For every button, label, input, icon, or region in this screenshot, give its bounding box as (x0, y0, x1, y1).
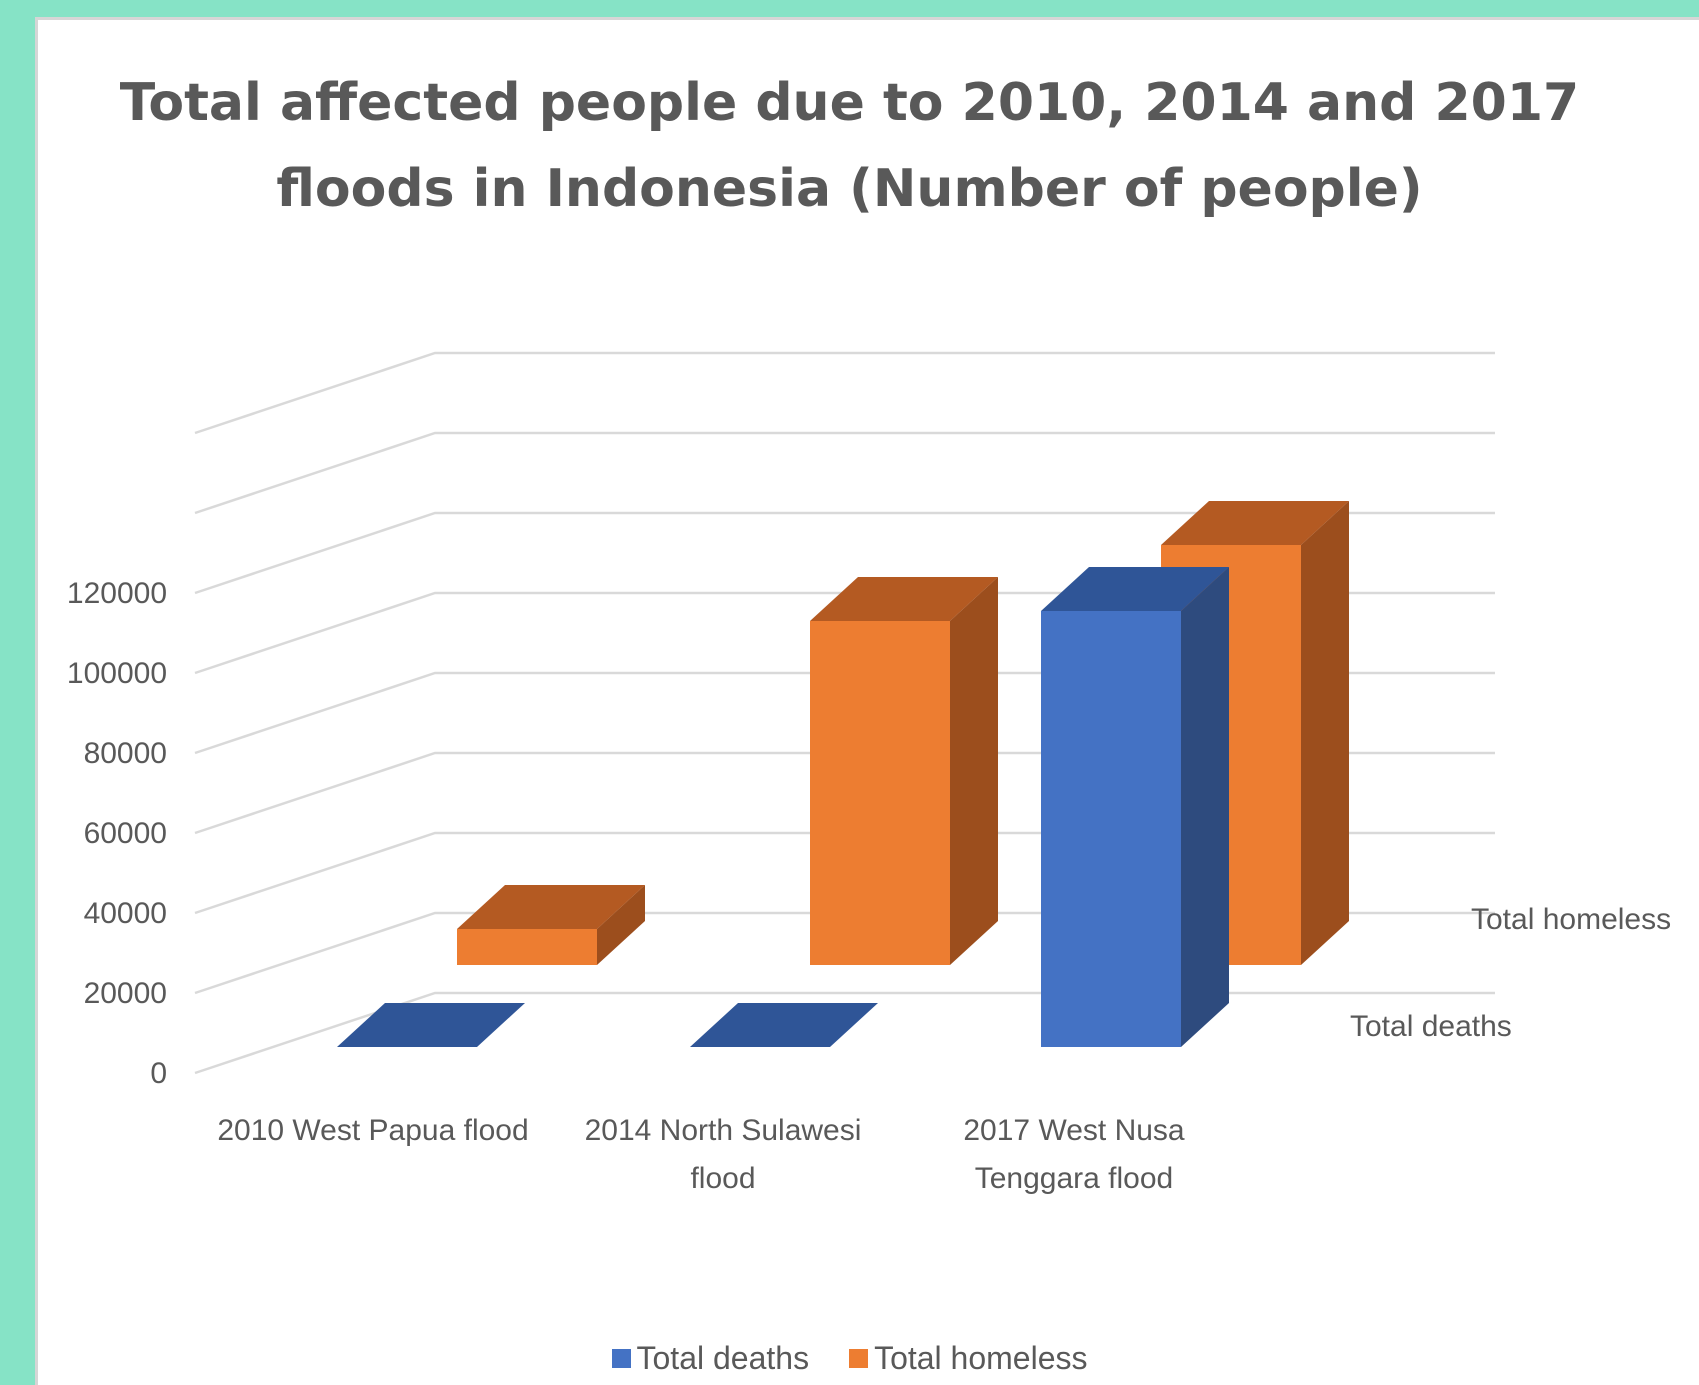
legend-swatch-homeless (849, 1349, 869, 1368)
y-tick-label: 0 (150, 1057, 167, 1090)
legend-label-deaths: Total deaths (636, 1340, 810, 1376)
y-tick-label: 40000 (84, 897, 167, 930)
bar-deaths-1 (690, 1003, 878, 1047)
depth-label-homeless: Total homeless (1471, 903, 1671, 936)
legend-label-homeless: Total homeless (874, 1340, 1088, 1376)
bar-homeless-1 (810, 577, 998, 965)
y-tick-label: 60000 (84, 817, 167, 850)
bar-homeless-0-side (597, 885, 645, 965)
y-tick-label: 80000 (84, 737, 167, 770)
axis-labels: 0 20000 40000 60000 80000 100000 120000 2010 We… (67, 577, 1671, 1195)
bar-deaths-2-front (1041, 611, 1181, 1047)
y-tick-label: 120000 (67, 577, 167, 610)
x-category-label: 2017 West Nusa (963, 1114, 1185, 1147)
bar-deaths-2-side (1181, 567, 1229, 1047)
legend: Total deaths Total homeless (0, 1340, 1699, 1377)
bars-total-homeless (457, 501, 1349, 965)
bar-deaths-1-top (690, 1003, 878, 1047)
bar-homeless-1-top (810, 577, 998, 621)
chart-title-line-2: floods in Indonesia (Number of people) (276, 159, 1423, 219)
depth-label-deaths: Total deaths (1350, 1010, 1512, 1043)
bar-homeless-2-side (1301, 501, 1349, 965)
y-tick-label: 20000 (84, 977, 167, 1010)
bars-total-deaths (337, 567, 1229, 1047)
chart-title-line-1: Total affected people due to 2010, 2014 … (119, 73, 1580, 133)
bar-deaths-0-top (337, 1003, 525, 1047)
bar-homeless-0-top (457, 885, 645, 929)
gridline (194, 511, 1495, 595)
x-category-label: Tenggara flood (975, 1162, 1174, 1195)
gridline (194, 351, 1495, 435)
bar-homeless-2-top (1161, 501, 1349, 545)
bar-homeless-0-front (457, 929, 597, 965)
bar-homeless-0 (457, 885, 645, 965)
bar-deaths-0 (337, 1003, 525, 1047)
bar-deaths-2 (1041, 567, 1229, 1047)
y-tick-label: 100000 (67, 657, 167, 690)
x-category-label: 2010 West Papua flood (217, 1114, 528, 1147)
x-category-label: flood (690, 1162, 755, 1195)
chart-title: Total affected people due to 2010, 2014 … (0, 60, 1699, 232)
legend-item-homeless[interactable]: Total homeless (849, 1340, 1088, 1377)
bar-homeless-1-side (950, 577, 998, 965)
legend-item-deaths[interactable]: Total deaths (611, 1340, 810, 1377)
bar-homeless-1-front (810, 621, 950, 965)
gridline (194, 431, 1495, 515)
x-category-label: 2014 North Sulawesi (585, 1114, 862, 1147)
bar-deaths-2-top (1041, 567, 1229, 611)
legend-swatch-deaths (611, 1349, 631, 1368)
